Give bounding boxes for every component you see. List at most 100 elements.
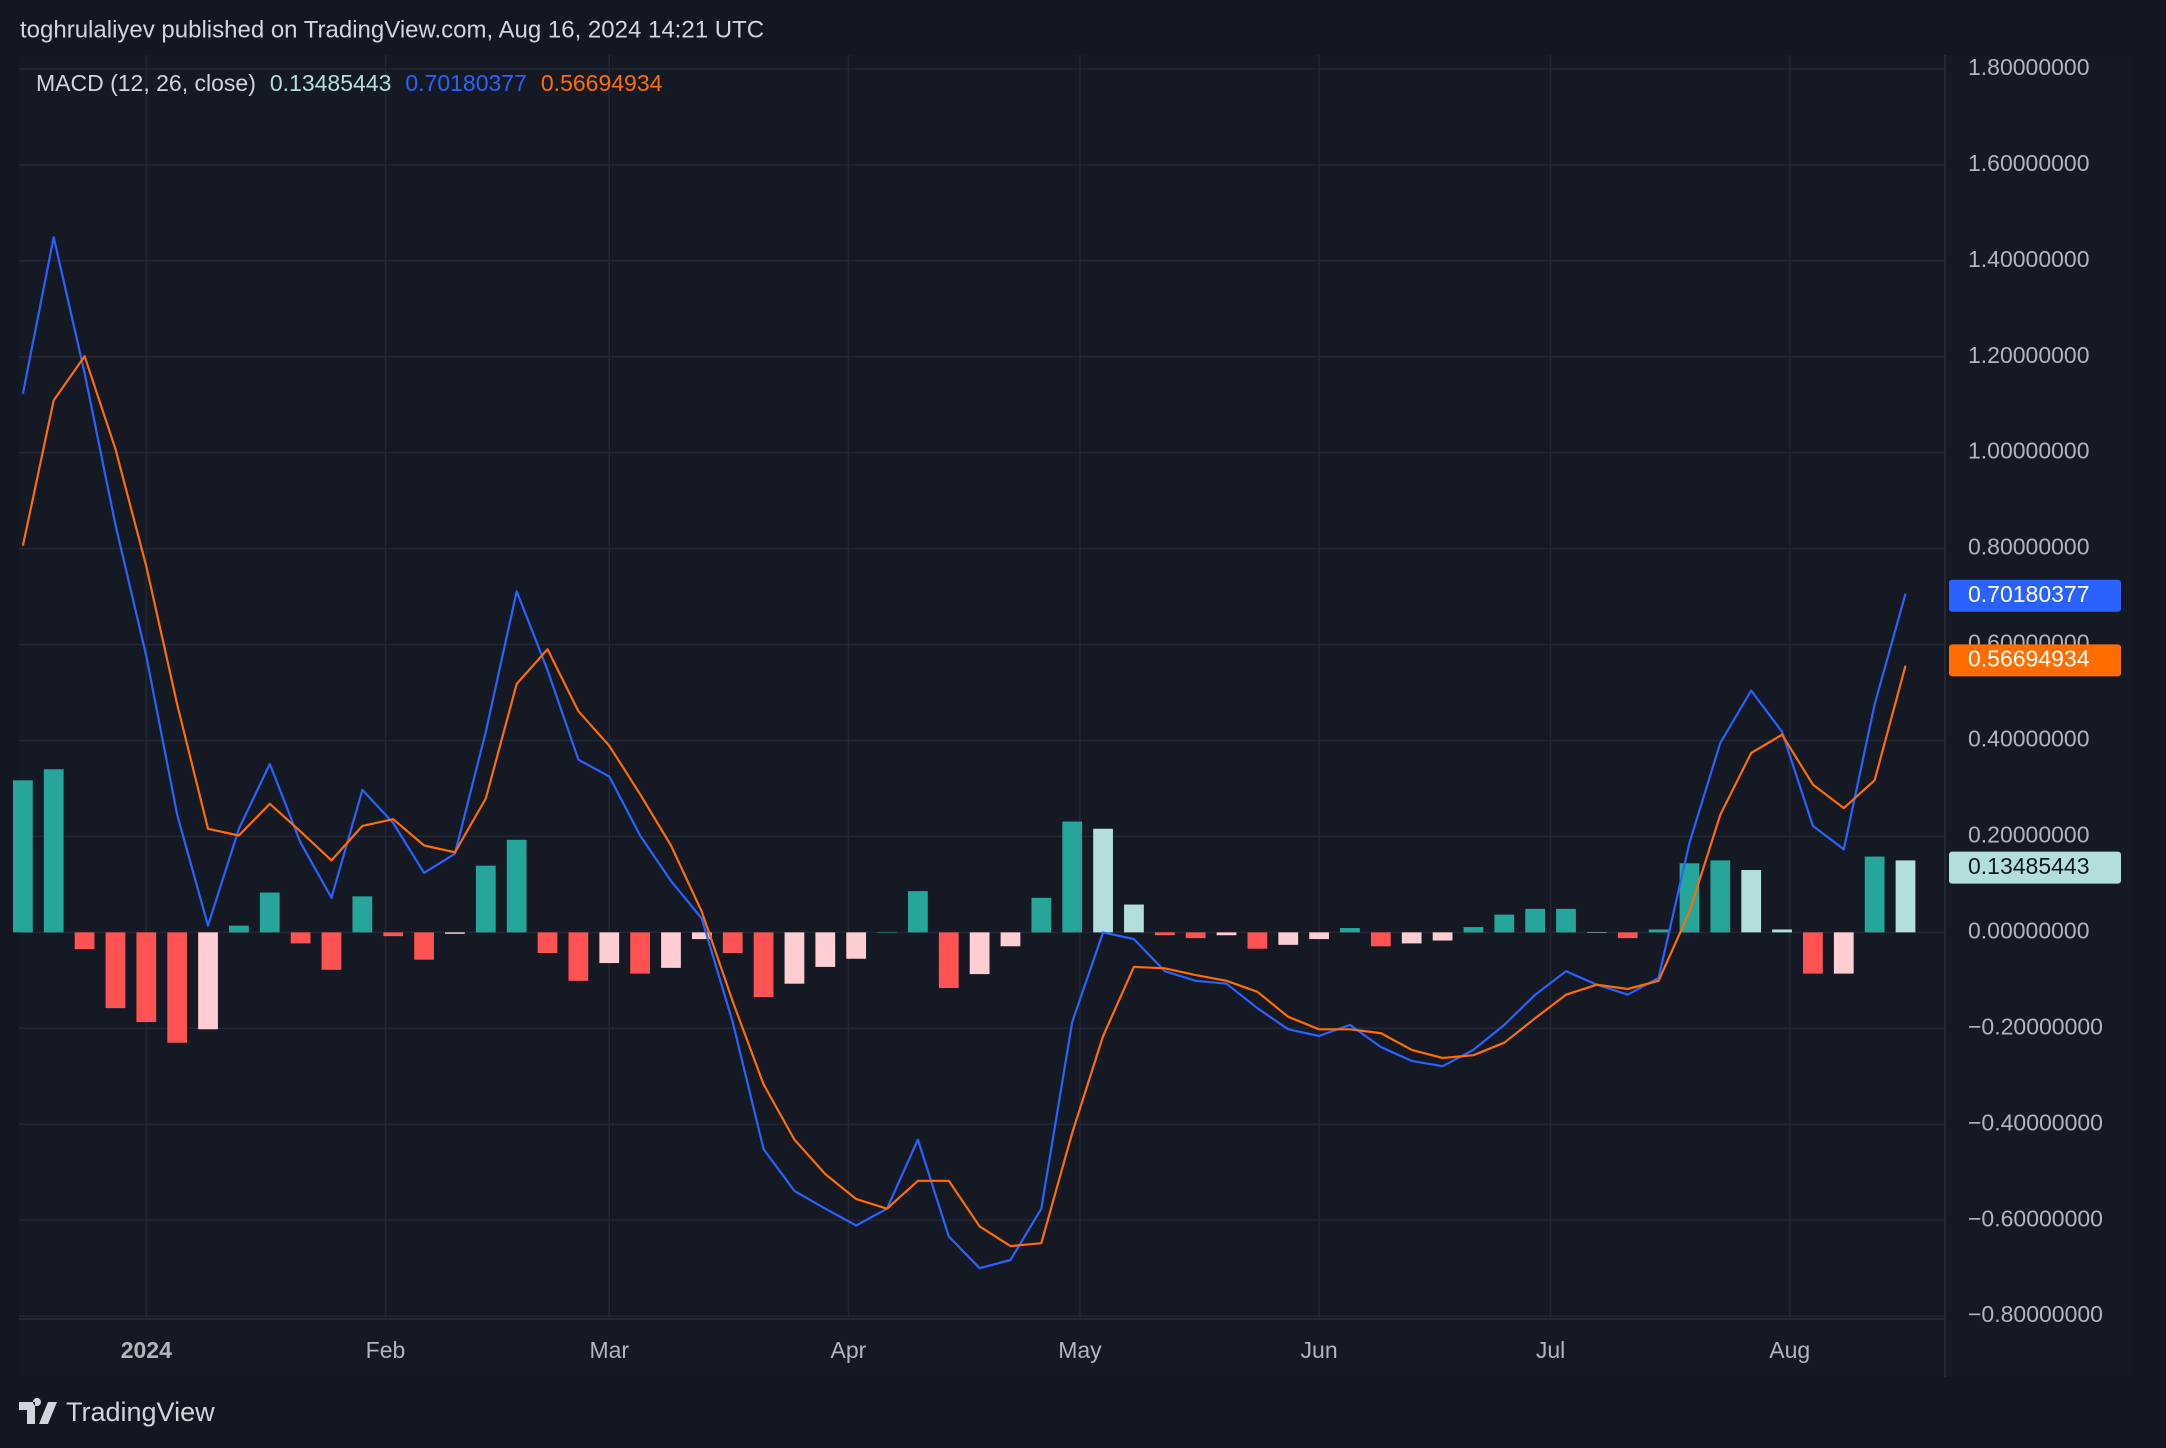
histogram-bar — [1031, 897, 1052, 933]
histogram-bar — [1432, 932, 1453, 941]
histogram-bar — [599, 932, 620, 964]
histogram-bar — [1833, 932, 1854, 974]
price-box-label: 0.13485443 — [1968, 853, 2090, 879]
logo — [19, 1398, 57, 1424]
histogram-bar — [1494, 914, 1515, 933]
x-tick-label: 2024 — [121, 1337, 172, 1363]
grid — [19, 55, 1945, 1319]
y-tick-label: −0.40000000 — [1968, 1109, 2103, 1135]
x-tick-label: May — [1058, 1337, 1102, 1363]
histogram-bar — [661, 932, 681, 968]
histogram-bar — [722, 932, 743, 953]
histogram-bar — [414, 932, 434, 960]
histogram-bar — [12, 780, 33, 933]
x-tick-label: Mar — [589, 1337, 629, 1363]
x-tick-label: Aug — [1769, 1337, 1810, 1363]
marks — [12, 236, 1916, 1270]
histogram-bar — [1000, 932, 1021, 947]
price-box — [1949, 644, 2121, 677]
histogram-bar — [105, 932, 126, 1009]
histogram-bar — [1803, 932, 1823, 974]
y-tick-label: 1.60000000 — [1968, 150, 2090, 176]
histogram-bar — [1710, 860, 1731, 933]
histogram-bar — [938, 932, 959, 989]
histogram-bar — [1587, 932, 1607, 933]
histogram-bar — [1864, 856, 1885, 933]
histogram-bar — [1154, 932, 1175, 936]
histogram-bar — [691, 932, 712, 940]
histogram-bar — [1741, 870, 1762, 933]
y-tick-label: −0.80000000 — [1968, 1301, 2103, 1327]
histogram-bar — [43, 769, 64, 933]
x-tick-label: Jul — [1536, 1337, 1565, 1363]
histogram-bar — [568, 932, 589, 981]
y-tick-label: 0.40000000 — [1968, 726, 2090, 752]
y-tick-label: 0.20000000 — [1968, 822, 2090, 848]
histogram-bar — [1463, 927, 1484, 933]
macd-line — [21, 355, 1907, 1248]
histogram-bar — [1124, 904, 1144, 933]
price-box — [1949, 579, 2121, 612]
macd-line — [21, 236, 1907, 1270]
histogram-bar — [908, 891, 928, 933]
x-tick-label: Apr — [831, 1337, 867, 1363]
histogram-bar — [1278, 932, 1299, 945]
x-tick-label: Jun — [1301, 1337, 1338, 1363]
histogram-bar — [259, 892, 280, 933]
histogram-bar — [229, 925, 249, 933]
histogram-bar — [1370, 932, 1391, 947]
histogram-bar — [1062, 821, 1083, 933]
histogram-bar — [1309, 932, 1329, 940]
histogram-bar — [846, 932, 867, 959]
histogram-bar — [1093, 828, 1113, 933]
y-tick-label: 0.00000000 — [1968, 917, 2090, 943]
plot-background — [19, 55, 2133, 1377]
histogram-bar — [321, 932, 342, 970]
histogram-bar — [969, 932, 990, 975]
histogram-bar — [815, 932, 836, 967]
histogram-bar — [136, 932, 157, 1023]
price-box-label: 0.70180377 — [1968, 581, 2090, 607]
y-tick-label: 1.00000000 — [1968, 438, 2090, 464]
price-box — [1949, 851, 2121, 884]
histogram-bar — [1401, 932, 1422, 944]
y-tick-label: 0.80000000 — [1968, 534, 2090, 560]
y-tick-label: 1.40000000 — [1968, 246, 2090, 272]
histogram-bar — [383, 932, 404, 937]
legend-value: 0.13485443 — [270, 70, 392, 96]
legend-value: 0.70180377 — [405, 70, 527, 96]
histogram-bar — [630, 932, 650, 974]
price-box-label: 0.56694934 — [1968, 645, 2090, 671]
histogram-bar — [1895, 860, 1916, 933]
x-tick-label: Feb — [366, 1337, 406, 1363]
histogram-bar — [1185, 932, 1206, 939]
footer-brand: TradingView — [66, 1397, 215, 1427]
histogram-bar — [290, 932, 311, 944]
histogram-bar — [352, 896, 373, 933]
histogram-bar — [445, 932, 465, 934]
legend-value: 0.56694934 — [541, 70, 663, 96]
histogram-bar — [1247, 932, 1268, 949]
histogram-bar — [198, 932, 218, 1030]
histogram-bar — [1679, 863, 1700, 933]
histogram-bar — [1525, 908, 1546, 933]
histogram-bar — [1772, 929, 1792, 933]
y-tick-label: 1.20000000 — [1968, 342, 2090, 368]
histogram-bar — [1216, 932, 1237, 936]
histogram-bar — [475, 865, 496, 933]
histogram-bar — [877, 932, 897, 933]
y-tick-label: −0.60000000 — [1968, 1205, 2103, 1231]
histogram-bar — [1340, 928, 1360, 933]
histogram-bar — [74, 932, 95, 950]
header-text: toghrulaliyev published on TradingView.c… — [20, 16, 764, 43]
histogram-bar — [506, 839, 527, 933]
legend-label: MACD (12, 26, close) — [36, 70, 256, 96]
histogram-bar — [1617, 932, 1638, 939]
y-tick-label: 1.80000000 — [1968, 54, 2090, 80]
histogram-bar — [167, 932, 188, 1043]
logo-icon — [19, 1398, 57, 1424]
histogram-bar — [1556, 908, 1576, 933]
y-tick-label: −0.20000000 — [1968, 1013, 2103, 1039]
